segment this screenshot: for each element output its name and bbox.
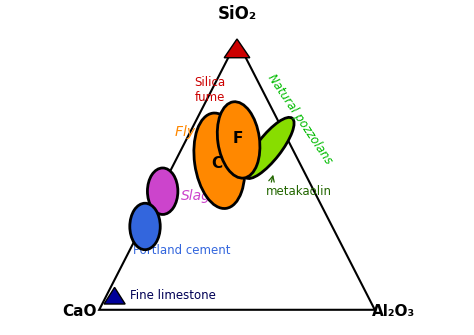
Text: Natural pozzolans: Natural pozzolans — [264, 72, 335, 166]
Text: Portland cement: Portland cement — [133, 244, 230, 257]
Text: Fine limestone: Fine limestone — [130, 289, 216, 302]
Text: F: F — [233, 131, 243, 146]
Text: C: C — [211, 156, 223, 172]
Text: Fly ash: Fly ash — [174, 125, 224, 139]
Ellipse shape — [244, 117, 294, 179]
Ellipse shape — [217, 102, 260, 178]
Text: CaO: CaO — [63, 304, 97, 319]
Polygon shape — [224, 39, 250, 58]
Text: Silica
fume: Silica fume — [194, 76, 225, 104]
Polygon shape — [104, 287, 125, 304]
Text: SiO₂: SiO₂ — [218, 5, 256, 23]
Text: Al₂O₃: Al₂O₃ — [373, 304, 416, 319]
Ellipse shape — [130, 203, 160, 250]
Ellipse shape — [194, 113, 245, 208]
Ellipse shape — [147, 168, 178, 214]
Text: metakaolin: metakaolin — [266, 185, 332, 198]
Text: Slag: Slag — [181, 189, 211, 203]
